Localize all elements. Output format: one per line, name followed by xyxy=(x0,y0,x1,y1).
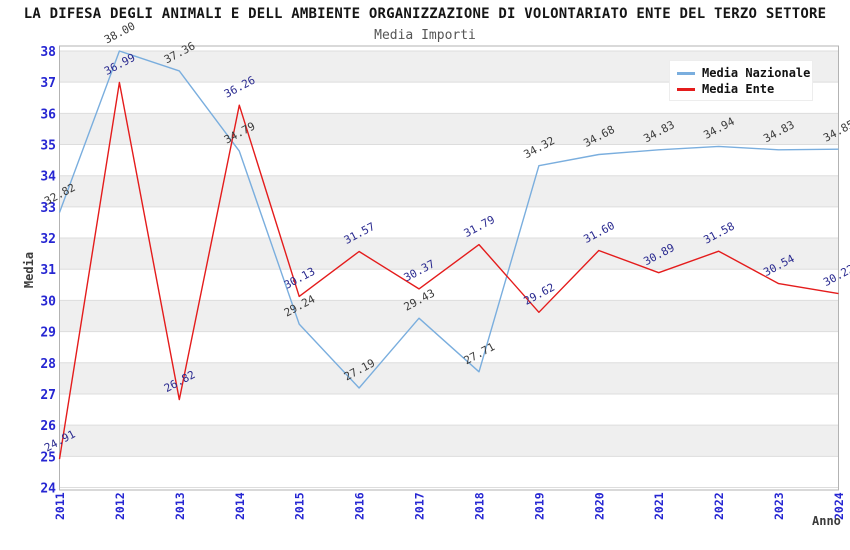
band-stripe xyxy=(59,362,839,394)
x-tick-label: 2016 xyxy=(353,492,367,520)
x-tick-label: 2012 xyxy=(113,492,127,520)
y-tick-label: 26 xyxy=(40,419,56,434)
y-tick-label: 32 xyxy=(40,232,56,247)
legend: Media Nazionale Media Ente xyxy=(669,60,813,101)
x-tick-label: 2011 xyxy=(53,492,67,520)
y-tick-label: 27 xyxy=(40,388,56,403)
band-stripe xyxy=(59,238,839,270)
plot-frame xyxy=(59,45,839,491)
band-stripe xyxy=(59,300,839,332)
y-tick-label: 24 xyxy=(40,482,56,497)
chart-title: LA DIFESA DEGLI ANIMALI E DELL AMBIENTE … xyxy=(23,6,827,22)
series-line-media-ente xyxy=(58,81,839,460)
y-tick-label: 36 xyxy=(40,107,56,122)
y-tick-label: 31 xyxy=(40,263,56,278)
legend-item-media-ente: Media Ente xyxy=(677,81,812,97)
legend-line-swatch-blue xyxy=(677,71,695,75)
legend-item-media-nazionale: Media Nazionale xyxy=(677,65,812,81)
x-tick-label: 2024 xyxy=(832,492,846,520)
y-tick-label: 29 xyxy=(40,326,56,341)
series-line-media-nazionale xyxy=(58,50,839,389)
x-tick-label: 2022 xyxy=(712,492,726,520)
y-tick-label: 30 xyxy=(40,294,56,309)
x-tick-label: 2013 xyxy=(173,492,187,520)
y-tick-label: 37 xyxy=(40,76,56,91)
chart-subtitle: Media Importi xyxy=(374,28,476,43)
x-tick-label: 2023 xyxy=(772,492,786,520)
y-tick-label: 38 xyxy=(40,45,56,60)
x-axis-title: Anno xyxy=(812,514,841,528)
x-tick-label: 2019 xyxy=(532,492,546,520)
y-axis-title: Media xyxy=(22,251,36,289)
y-tick-label: 28 xyxy=(40,357,56,372)
band-stripe xyxy=(59,175,839,207)
band-stripe xyxy=(59,425,839,457)
legend-label-media-nazionale: Media Nazionale xyxy=(702,66,811,80)
y-tick-label: 35 xyxy=(40,139,56,154)
legend-label-media-ente: Media Ente xyxy=(702,82,775,96)
data-label-media-nazionale: 38.00 xyxy=(102,19,137,46)
y-tick-label: 25 xyxy=(40,450,56,465)
x-tick-label: 2021 xyxy=(652,492,666,520)
y-tick-label: 34 xyxy=(40,170,56,185)
legend-line-swatch-red xyxy=(677,87,695,91)
x-tick-label: 2017 xyxy=(413,492,427,520)
y-tick-label: 33 xyxy=(40,201,56,216)
x-tick-label: 2020 xyxy=(592,492,606,520)
x-tick-label: 2014 xyxy=(233,492,247,520)
x-tick-label: 2018 xyxy=(472,492,486,520)
band-stripe xyxy=(59,113,839,145)
x-tick-label: 2015 xyxy=(293,492,307,520)
